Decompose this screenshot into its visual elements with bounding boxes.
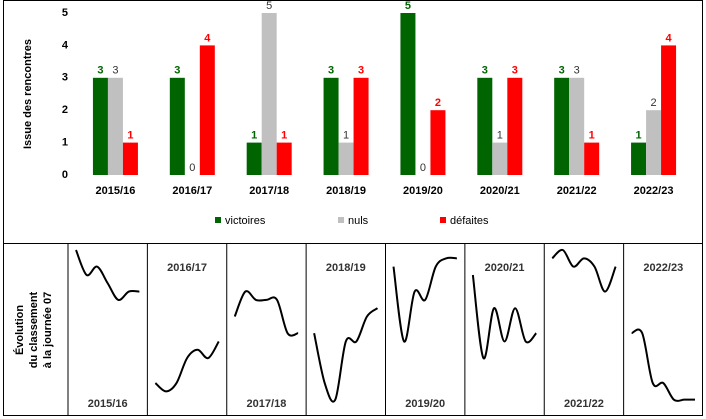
value-label: 1 (589, 130, 595, 142)
y-tick-label: 4 (62, 39, 69, 51)
x-tick-label: 2019/20 (403, 185, 443, 197)
value-label: 3 (574, 65, 580, 77)
bar (323, 77, 339, 175)
sparkline (233, 290, 299, 337)
y-tick-label: 1 (62, 137, 68, 149)
value-label: 2 (651, 97, 657, 109)
panel-label: 2018/19 (326, 262, 366, 274)
sparkline (392, 256, 457, 343)
y-axis-title: à la journée 07 (42, 292, 54, 368)
bar (400, 13, 416, 175)
bar (261, 13, 277, 175)
bar (430, 110, 446, 175)
value-label: 5 (266, 0, 272, 12)
value-label: 3 (112, 65, 118, 77)
bar (554, 77, 570, 175)
sparkline (551, 248, 617, 293)
x-tick-label: 2017/18 (249, 185, 289, 197)
x-tick-label: 2018/19 (326, 185, 366, 197)
legend-label: défaites (450, 215, 489, 227)
legend-label: victoires (225, 215, 266, 227)
bar (661, 45, 677, 176)
sparkline (471, 274, 537, 360)
panel-label: 2022/23 (643, 262, 683, 274)
sparkline (631, 328, 695, 402)
value-label: 1 (281, 130, 287, 142)
value-label: 3 (358, 65, 364, 77)
bar (492, 142, 508, 175)
value-label: 0 (420, 162, 426, 174)
value-label: 1 (251, 130, 257, 142)
sparkline (313, 307, 379, 403)
sparkline (75, 249, 140, 301)
value-label: 5 (405, 0, 411, 12)
value-label: 1 (343, 130, 349, 142)
bar (584, 142, 600, 175)
y-axis-title: Issue des rencontres (22, 39, 34, 149)
x-tick-label: 2020/21 (480, 185, 520, 197)
legend-swatch (215, 217, 221, 223)
bar (631, 142, 647, 175)
bar (507, 77, 523, 175)
bar (477, 77, 493, 175)
bar (646, 110, 662, 175)
legend-swatch (338, 217, 344, 223)
y-axis-title: du classement (28, 291, 40, 368)
bar (199, 45, 215, 176)
value-label: 3 (174, 65, 180, 77)
panel-label: 2015/16 (88, 398, 128, 410)
value-label: 3 (328, 65, 334, 77)
bar (353, 77, 369, 175)
panel-label: 2017/18 (247, 398, 287, 410)
value-label: 4 (666, 32, 673, 44)
value-label: 3 (482, 65, 488, 77)
bar (122, 142, 138, 175)
y-tick-label: 0 (62, 169, 68, 181)
x-tick-label: 2022/23 (634, 185, 674, 197)
panel-label: 2020/21 (485, 262, 525, 274)
bottom-frame (3, 243, 703, 416)
y-tick-label: 2 (62, 104, 68, 116)
value-label: 3 (512, 65, 518, 77)
panel-label: 2019/20 (405, 398, 445, 410)
bar (569, 77, 585, 175)
panel-label: 2016/17 (167, 262, 207, 274)
bar (276, 142, 292, 175)
value-label: 2 (435, 97, 441, 109)
legend-swatch (440, 217, 446, 223)
y-axis-title: Évolution (13, 305, 26, 355)
bar (338, 142, 354, 175)
x-tick-label: 2015/16 (96, 185, 136, 197)
x-tick-label: 2021/22 (557, 185, 597, 197)
y-tick-label: 3 (62, 72, 68, 84)
value-label: 4 (204, 32, 211, 44)
value-label: 0 (189, 162, 195, 174)
x-tick-label: 2016/17 (172, 185, 212, 197)
value-label: 3 (559, 65, 565, 77)
bar (92, 77, 108, 175)
value-label: 1 (497, 130, 503, 142)
bar (169, 77, 185, 175)
value-label: 1 (636, 130, 642, 142)
panel-label: 2021/22 (564, 398, 604, 410)
value-label: 3 (97, 65, 103, 77)
y-tick-label: 5 (62, 7, 68, 19)
sparkline (154, 340, 220, 393)
legend-label: nuls (348, 215, 369, 227)
bar (246, 142, 262, 175)
bar (107, 77, 123, 175)
value-label: 1 (127, 130, 133, 142)
